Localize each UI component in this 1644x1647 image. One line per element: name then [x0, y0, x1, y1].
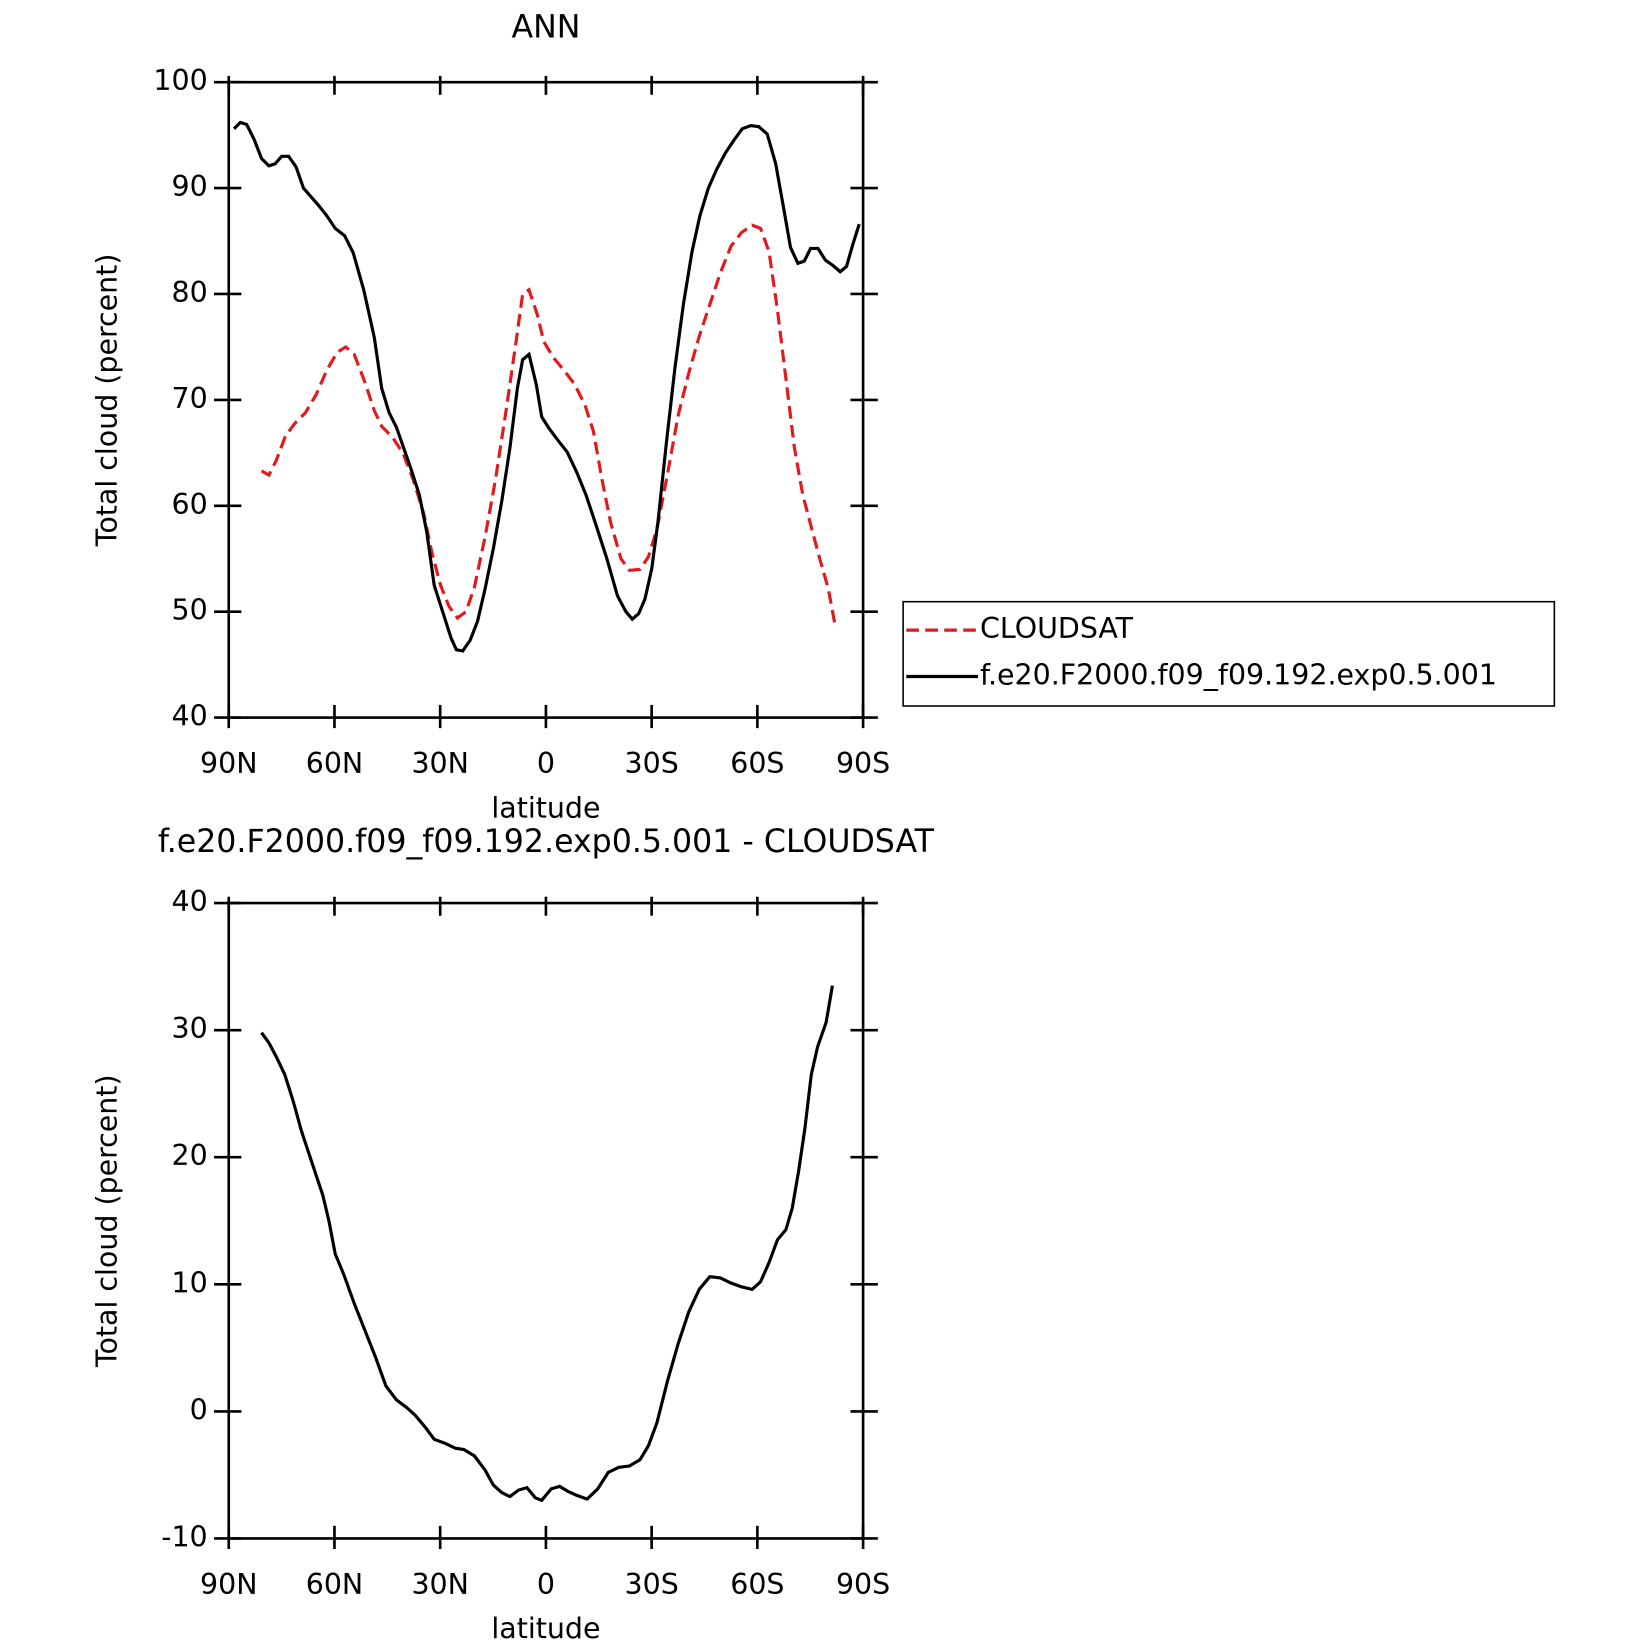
y-tick-label: 10 — [171, 1266, 207, 1299]
x-tick-label: 30S — [625, 747, 679, 780]
data-line — [260, 223, 837, 623]
y-tick-label: 60 — [171, 488, 207, 521]
data-line — [260, 985, 834, 1503]
y-tick-label: 40 — [171, 885, 207, 918]
x-tick-label: 90S — [836, 1568, 890, 1601]
y-tick-label: -10 — [161, 1520, 207, 1553]
legend-label: f.e20.F2000.f09_f09.192.exp0.5.001 — [980, 659, 1497, 692]
chart-title: f.e20.F2000.f09_f09.192.exp0.5.001 - CLO… — [158, 824, 935, 860]
y-tick-label: 100 — [153, 64, 207, 97]
x-tick-label: 0 — [537, 1568, 555, 1601]
x-tick-label: 30S — [625, 1568, 679, 1601]
plot-frame — [227, 80, 865, 719]
y-axis-label: Total cloud (percent) — [91, 1074, 124, 1368]
y-tick-label: 90 — [171, 170, 207, 203]
x-tick-label: 60N — [306, 1568, 363, 1601]
y-tick-label: 30 — [171, 1012, 207, 1045]
x-tick-label: 90S — [836, 747, 890, 780]
x-tick-label: 30N — [411, 1568, 468, 1601]
y-tick-label: 50 — [171, 594, 207, 627]
legend-box — [902, 600, 1556, 707]
x-tick-label: 0 — [537, 747, 555, 780]
x-tick-label: 60S — [730, 1568, 784, 1601]
y-tick-label: 0 — [190, 1393, 208, 1426]
x-tick-label: 90N — [200, 747, 257, 780]
x-axis-label: latitude — [491, 1612, 600, 1645]
y-axis-label: Total cloud (percent) — [91, 254, 124, 548]
x-tick-label: 60S — [730, 747, 784, 780]
y-tick-label: 20 — [171, 1139, 207, 1172]
y-tick-label: 80 — [171, 276, 207, 309]
x-tick-label: 30N — [411, 747, 468, 780]
plot-frame — [227, 901, 865, 1540]
chart-title: ANN — [511, 9, 580, 45]
x-tick-label: 60N — [306, 747, 363, 780]
x-axis-label: latitude — [491, 791, 600, 824]
y-tick-label: 40 — [171, 700, 207, 733]
x-tick-label: 90N — [200, 1568, 257, 1601]
y-tick-label: 70 — [171, 382, 207, 415]
data-line — [232, 120, 861, 653]
legend-label: CLOUDSAT — [980, 612, 1134, 645]
